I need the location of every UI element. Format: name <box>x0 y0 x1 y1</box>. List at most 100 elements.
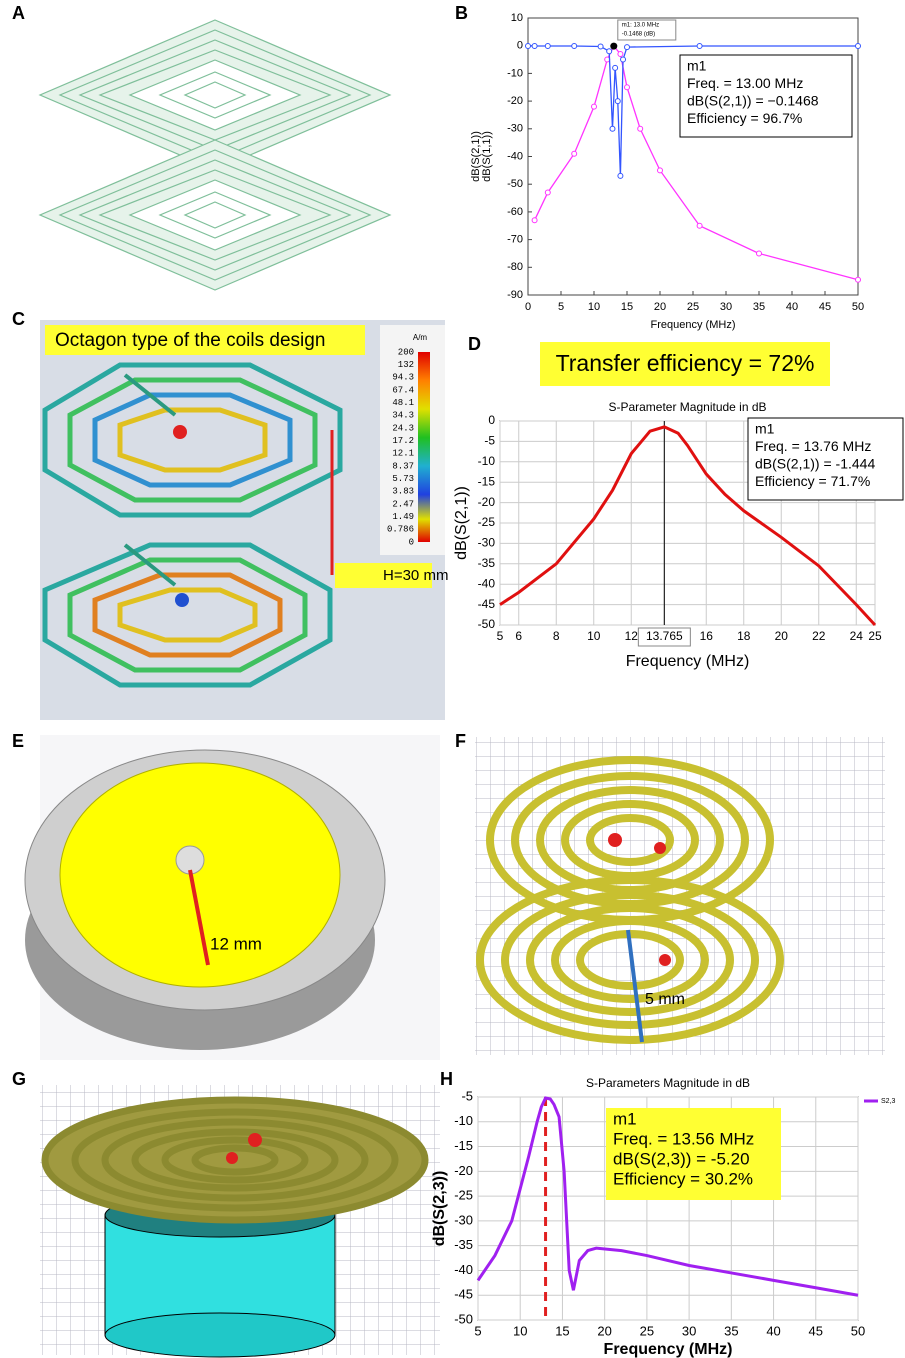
point-marker <box>545 43 550 48</box>
colorbar-label: 132 <box>398 360 414 370</box>
y-tick-label: -30 <box>454 1212 473 1227</box>
colorbar-label: 5.73 <box>392 474 414 484</box>
panel-label: C <box>12 309 25 329</box>
legend-label: S2,3 <box>881 1098 896 1105</box>
panel-c-image <box>40 320 445 720</box>
x-tick-label: 10 <box>513 1323 527 1338</box>
point-marker <box>613 65 618 70</box>
y-tick-label: -45 <box>454 1287 473 1302</box>
x-tick-label: 50 <box>852 301 864 313</box>
x-tick-label: 25 <box>868 629 882 643</box>
y-tick-label: -25 <box>478 515 496 529</box>
colorbar-label: 24.3 <box>392 423 414 433</box>
dimension-label: 5 mm <box>645 991 685 1008</box>
y-tick-label: -20 <box>507 95 523 107</box>
x-tick-label: 20 <box>654 301 666 313</box>
y-tick-label: -45 <box>478 597 496 611</box>
colorbar-label: 12.1 <box>392 449 414 459</box>
point-marker <box>526 43 531 48</box>
y-tick-label: -50 <box>507 178 523 190</box>
y-tick-label: 0 <box>517 40 523 52</box>
point-marker <box>658 168 663 173</box>
point-marker <box>638 126 643 131</box>
x-tick-label: 22 <box>812 629 826 643</box>
point-marker <box>621 57 626 62</box>
tooltip-text: m1: 13.0 MHz <box>622 23 659 29</box>
annotation-text: dB(S(2,1)) = −0.1468 <box>687 93 819 109</box>
x-tick-label: 6 <box>515 629 522 643</box>
y-tick-label: -15 <box>478 474 496 488</box>
annotation-text: m1 <box>613 1109 637 1128</box>
x-tick-label: 25 <box>687 301 699 313</box>
x-axis-label: Frequency (MHz) <box>651 319 736 331</box>
y-axis-label: dB(S(2,3)) <box>431 1171 448 1247</box>
annotation-text: dB(S(2,1)) = -1.444 <box>755 456 875 472</box>
x-tick-label: 18 <box>737 629 751 643</box>
x-tick-label: 24 <box>850 629 864 643</box>
point-marker <box>856 277 861 282</box>
y-tick-label: -50 <box>454 1311 473 1326</box>
x-tick-label: 40 <box>786 301 798 313</box>
annotation-text: Efficiency = 96.7% <box>687 110 802 126</box>
point-marker <box>697 43 702 48</box>
y-tick-label: -10 <box>454 1113 473 1128</box>
point-marker <box>618 173 623 178</box>
y-tick-label: -20 <box>454 1163 473 1178</box>
panel-label: H <box>440 1069 453 1089</box>
annotation-text: Efficiency = 30.2% <box>613 1169 753 1188</box>
x-tick-label: 16 <box>700 629 714 643</box>
x-axis-label: Frequency (MHz) <box>626 653 750 670</box>
y-tick-label: -35 <box>454 1237 473 1252</box>
height-label: H=30 mm <box>383 567 448 584</box>
annotation-text: dB(S(2,3)) = -5.20 <box>613 1149 750 1168</box>
colorbar-label: 8.37 <box>392 461 414 471</box>
y-axis-label: dB(S(2,1)) <box>453 486 470 560</box>
x-tick-label: 0 <box>525 301 531 313</box>
point-marker <box>757 251 762 256</box>
annotation-text: Efficiency = 71.7% <box>755 473 870 489</box>
y-tick-label: -50 <box>478 617 496 631</box>
colorbar-label: 67.4 <box>392 385 414 395</box>
x-tick-label: 5 <box>497 629 504 643</box>
chart-title: S-Parameters Magnitude in dB <box>586 1076 750 1090</box>
colorbar-label: 3.83 <box>392 487 414 497</box>
annotation-text: Freq. = 13.00 MHz <box>687 75 803 91</box>
x-tick-label: 25 <box>640 1323 654 1338</box>
x-axis-label: Frequency (MHz) <box>604 1341 733 1358</box>
x-tick-label: 35 <box>724 1323 738 1338</box>
panel-c-title: Octagon type of the coils design <box>55 330 325 351</box>
x-tick-label: 45 <box>809 1323 823 1338</box>
y-tick-label: 10 <box>511 12 523 24</box>
x-tick-label: 10 <box>588 301 600 313</box>
x-tick-label: 50 <box>851 1323 865 1338</box>
y-tick-label: -40 <box>507 150 523 162</box>
y-tick-label: -40 <box>454 1262 473 1277</box>
colorbar-label: 1.49 <box>392 512 414 522</box>
x-tick-label: 15 <box>555 1323 569 1338</box>
point-marker <box>572 151 577 156</box>
point-marker <box>607 49 612 54</box>
annotation-text: m1 <box>687 58 707 74</box>
y-tick-label: -25 <box>454 1188 473 1203</box>
figure: Transfer efficiency = 72% Octagon type o… <box>0 0 905 1358</box>
point-marker <box>532 218 537 223</box>
colorbar-label: 94.3 <box>392 373 414 383</box>
x-tick-label: 15 <box>621 301 633 313</box>
colorbar-unit: A/m <box>413 333 428 342</box>
x-tick-label: 30 <box>720 301 732 313</box>
panel-label: F <box>455 731 466 751</box>
colorbar-label: 34.3 <box>392 411 414 421</box>
x-tick-label: 40 <box>766 1323 780 1338</box>
panel-label: D <box>468 334 481 354</box>
point-marker <box>615 99 620 104</box>
y-tick-label: -90 <box>507 289 523 301</box>
y-tick-label: -20 <box>478 495 496 509</box>
y-tick-label: -40 <box>478 576 496 590</box>
colorbar-label: 0 <box>409 537 414 547</box>
panel-label: E <box>12 731 24 751</box>
panel-g-image <box>40 1085 440 1357</box>
point-marker <box>592 104 597 109</box>
y-tick-label: -30 <box>507 123 523 135</box>
x-tick-label: 20 <box>775 629 789 643</box>
x-tick-label: 5 <box>558 301 564 313</box>
